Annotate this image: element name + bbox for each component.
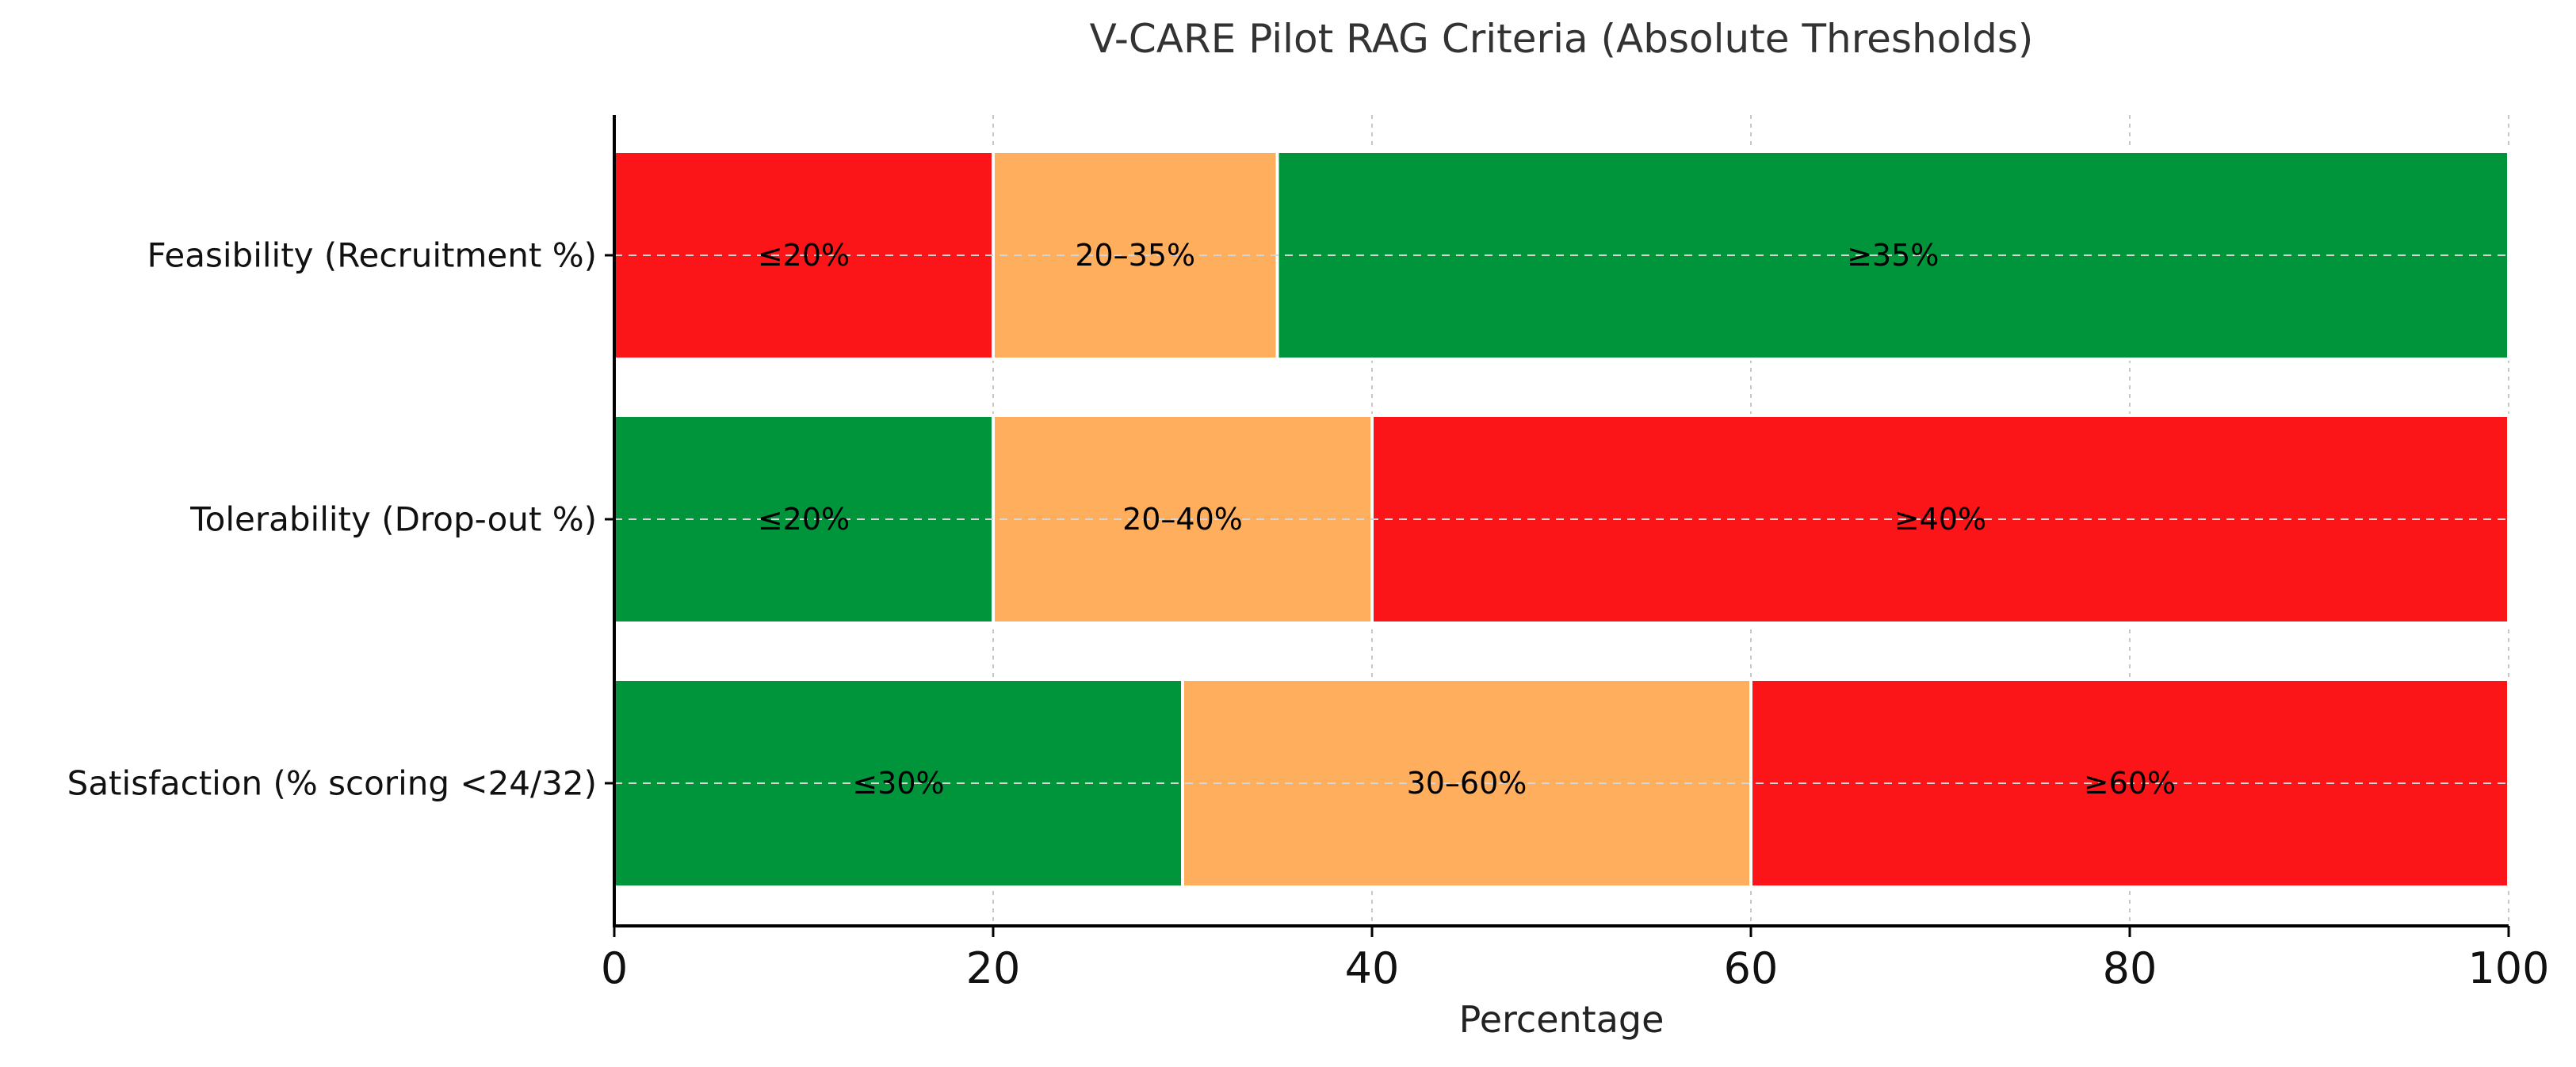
bar-segment-label: ≤30%: [852, 766, 944, 801]
y-tick-label: Satisfaction (% scoring <24/32): [67, 764, 597, 803]
x-tick-label: 80: [2103, 943, 2157, 993]
bar-segment-label: ≤20%: [758, 502, 850, 537]
x-tick-label: 20: [966, 943, 1021, 993]
x-tick-label: 40: [1345, 943, 1400, 993]
x-tick-label: 60: [1724, 943, 1779, 993]
x-tick-label: 0: [601, 943, 628, 993]
bar-segment-label: 20–35%: [1075, 238, 1195, 273]
bar-segment-label: 20–40%: [1122, 502, 1243, 537]
chart-title: V-CARE Pilot RAG Criteria (Absolute Thre…: [1090, 16, 2034, 62]
bar-segment-label: ≥35%: [1847, 238, 1939, 273]
bar-segment-label: 30–60%: [1407, 766, 1527, 801]
x-axis-label: Percentage: [1459, 998, 1664, 1041]
bar-segment: [992, 414, 1374, 625]
bar-segment-label: ≥60%: [2084, 766, 2176, 801]
x-tick-label: 100: [2467, 943, 2549, 993]
y-tick-label: Feasibility (Recruitment %): [147, 236, 597, 275]
bar-segment-label: ≥40%: [1894, 502, 1986, 537]
bar-segment-label: ≤20%: [758, 238, 850, 273]
y-tick-label: Tolerability (Drop-out %): [189, 500, 597, 539]
